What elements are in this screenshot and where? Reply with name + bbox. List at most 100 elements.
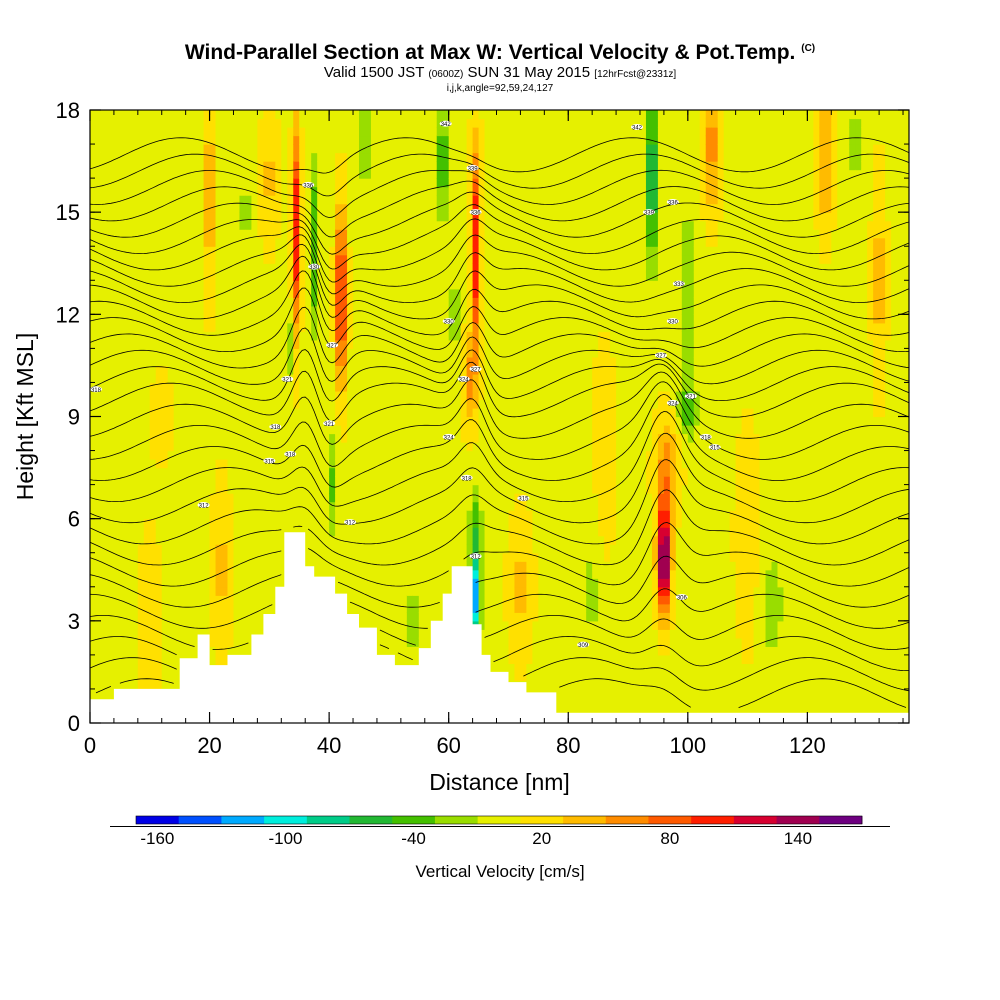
velocity-cell (359, 246, 366, 256)
velocity-cell (203, 186, 211, 196)
velocity-cell (119, 118, 127, 128)
velocity-cell (293, 527, 300, 537)
velocity-cell (161, 399, 169, 409)
velocity-cell (388, 314, 396, 324)
velocity-cell (221, 467, 229, 477)
velocity-cell (347, 339, 354, 349)
velocity-cell (370, 322, 378, 332)
velocity-cell (227, 348, 235, 358)
velocity-cell (394, 518, 402, 528)
velocity-cell (353, 152, 360, 162)
velocity-cell (221, 407, 229, 418)
velocity-cell (376, 220, 384, 230)
velocity-cell (119, 510, 127, 520)
forecast-info: [12hrFcst@2331z] (594, 69, 677, 80)
velocity-cell (245, 229, 253, 239)
velocity-cell (257, 459, 264, 469)
velocity-cell (179, 339, 187, 349)
velocity-cell (466, 339, 474, 349)
velocity-cell (329, 263, 336, 273)
velocity-cell (311, 254, 318, 264)
velocity-cell (125, 501, 133, 511)
velocity-cell (257, 118, 264, 128)
velocity-cell (394, 450, 402, 460)
velocity-cell (107, 399, 115, 409)
velocity-cell (347, 127, 354, 137)
velocity-cell (245, 271, 253, 281)
velocity-cell (203, 365, 211, 375)
velocity-cell (185, 527, 193, 537)
velocity-cell (281, 365, 288, 375)
velocity-cell (281, 425, 288, 435)
velocity-cell (376, 237, 384, 247)
velocity-cell (227, 220, 235, 230)
velocity-cell (179, 612, 187, 622)
velocity-cell (293, 305, 300, 315)
velocity-cell (359, 118, 366, 128)
velocity-cell (143, 135, 151, 145)
velocity-cell (197, 459, 205, 469)
velocity-cell (281, 186, 288, 196)
velocity-cell (275, 493, 282, 503)
velocity-cell (299, 314, 306, 324)
velocity-cell (305, 314, 312, 324)
velocity-cell (101, 339, 109, 349)
velocity-cell (137, 561, 145, 571)
velocity-cell (299, 161, 306, 171)
velocity-cell (149, 459, 157, 469)
velocity-cell (227, 118, 235, 128)
velocity-cell (161, 314, 169, 324)
velocity-cell (90, 186, 97, 196)
velocity-cell (496, 229, 504, 239)
velocity-cell (430, 373, 438, 384)
velocity-cell (406, 331, 414, 341)
velocity-cell (496, 331, 504, 341)
velocity-cell (173, 186, 181, 196)
velocity-cell (185, 382, 193, 392)
velocity-cell (269, 144, 276, 154)
velocity-cell (233, 195, 241, 205)
velocity-cell (161, 603, 169, 613)
velocity-cell (215, 356, 223, 367)
velocity-cell (442, 288, 450, 298)
velocity-cell (251, 195, 258, 205)
velocity-cell (287, 118, 294, 128)
velocity-cell (448, 510, 456, 520)
velocity-cell (251, 356, 258, 367)
velocity-cell (347, 195, 354, 205)
velocity-cell (472, 118, 480, 128)
velocity-cell (185, 501, 193, 511)
velocity-cell (364, 442, 372, 452)
velocity-cell (323, 450, 330, 460)
velocity-cell (251, 544, 258, 554)
velocity-cell (424, 629, 432, 639)
velocity-cell (119, 501, 127, 511)
velocity-cell (185, 595, 193, 605)
velocity-cell (430, 263, 438, 273)
velocity-cell (496, 595, 504, 605)
velocity-cell (149, 620, 157, 630)
velocity-cell (436, 356, 444, 367)
velocity-cell (299, 390, 306, 401)
velocity-cell (442, 561, 450, 571)
velocity-cell (119, 663, 127, 673)
velocity-cell (466, 314, 474, 324)
velocity-cell (90, 356, 97, 367)
velocity-cell (490, 637, 498, 647)
velocity-cell (161, 118, 169, 128)
velocity-cell (245, 399, 253, 409)
velocity-cell (317, 178, 324, 188)
velocity-cell (143, 578, 151, 588)
velocity-cell (394, 220, 402, 230)
velocity-cell (311, 331, 318, 341)
velocity-cell (293, 178, 300, 188)
velocity-cell (472, 135, 480, 145)
velocity-cell (293, 314, 300, 324)
velocity-cell (131, 399, 139, 409)
velocity-cell (155, 671, 163, 682)
velocity-cell (454, 544, 462, 554)
velocity-cell (161, 510, 169, 520)
velocity-cell (341, 161, 348, 171)
velocity-cell (376, 459, 384, 469)
velocity-cell (257, 612, 264, 622)
